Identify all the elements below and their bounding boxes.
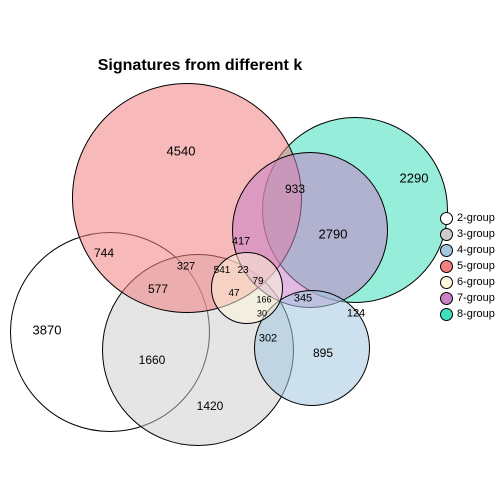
region-count: 2790 <box>319 228 348 241</box>
region-count: 345 <box>294 294 312 305</box>
legend-label: 2-group <box>457 212 495 224</box>
legend-label: 8-group <box>457 308 495 320</box>
region-count: 30 <box>257 310 267 319</box>
region-count: 1660 <box>139 354 166 366</box>
legend-label: 3-group <box>457 228 495 240</box>
region-count: 47 <box>228 289 239 299</box>
region-count: 166 <box>256 296 271 305</box>
circle-g6 <box>211 252 283 324</box>
legend-swatch <box>440 212 453 225</box>
region-count: 3870 <box>33 324 62 337</box>
legend-label: 5-group <box>457 260 495 272</box>
legend-item: 8-group <box>440 306 495 322</box>
region-count: 541 <box>214 266 231 276</box>
region-count: 417 <box>232 237 250 248</box>
region-count: 302 <box>259 334 277 345</box>
legend-swatch <box>440 292 453 305</box>
legend: 2-group 3-group 4-group 5-group 6-group 7-gro… <box>440 210 495 322</box>
region-count: 23 <box>237 266 248 276</box>
legend-item: 2-group <box>440 210 495 226</box>
legend-item: 7-group <box>440 290 495 306</box>
page-title: Signatures from different k <box>80 57 320 75</box>
region-count: 79 <box>252 277 263 287</box>
legend-swatch <box>440 276 453 289</box>
region-count: 933 <box>285 183 305 195</box>
region-count: 4540 <box>167 145 196 158</box>
legend-item: 3-group <box>440 226 495 242</box>
region-count: 1420 <box>197 400 224 412</box>
legend-swatch <box>440 244 453 257</box>
legend-item: 6-group <box>440 274 495 290</box>
legend-item: 5-group <box>440 258 495 274</box>
legend-swatch <box>440 260 453 273</box>
venn-chart: Signatures from different k 4540 2290 933 2… <box>0 0 504 504</box>
region-count: 2290 <box>400 172 429 185</box>
region-count: 327 <box>177 262 195 273</box>
legend-label: 4-group <box>457 244 495 256</box>
region-count: 124 <box>347 309 365 320</box>
legend-swatch <box>440 228 453 241</box>
legend-label: 6-group <box>457 276 495 288</box>
region-count: 895 <box>313 347 333 359</box>
region-count: 577 <box>148 283 168 295</box>
region-count: 744 <box>94 247 114 259</box>
legend-item: 4-group <box>440 242 495 258</box>
legend-swatch <box>440 308 453 321</box>
legend-label: 7-group <box>457 292 495 304</box>
